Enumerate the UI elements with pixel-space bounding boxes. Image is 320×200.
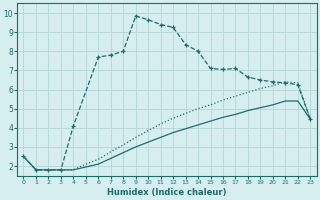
X-axis label: Humidex (Indice chaleur): Humidex (Indice chaleur) [107,188,227,197]
